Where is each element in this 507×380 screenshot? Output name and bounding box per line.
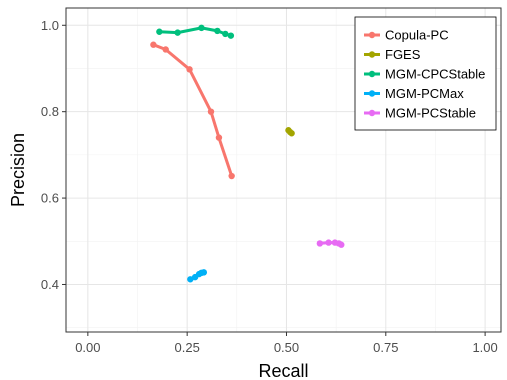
- legend-key-point: [368, 90, 376, 97]
- legend-entry-mgm-cpcstable: MGM-CPCStable: [364, 67, 485, 82]
- legend-entry-mgm-pcmax: MGM-PCMax: [364, 86, 464, 101]
- series-mgm-pcmax: [187, 269, 208, 283]
- data-point-mgm-pcstable: [325, 239, 332, 246]
- series-mgm-cpcstable: [156, 24, 235, 39]
- legend: Copula-PC FGES MGM-CPCStable MGM-PCMax MGM-P…: [354, 16, 497, 131]
- data-point-mgm-pcstable: [338, 241, 345, 248]
- legend-key-point: [368, 109, 376, 117]
- plot-border: [65, 7, 502, 333]
- y-tick-label: 0.8: [41, 104, 59, 119]
- data-point-copula-pc: [162, 46, 169, 53]
- data-point-copula-pc: [207, 108, 215, 115]
- legend-key-point: [368, 70, 376, 78]
- legend-key-point: [368, 31, 376, 39]
- series-fges: [285, 127, 295, 137]
- x-axis-ticks: 0.00 0.25 0.50 0.75 1.00: [75, 332, 498, 355]
- series-copula-pc: [150, 41, 235, 180]
- data-point-mgm-cpcstable: [198, 24, 205, 32]
- x-tick-label: 0.25: [175, 340, 200, 355]
- series-mgm-pcstable: [316, 239, 345, 248]
- data-point-mgm-pcmax: [187, 276, 194, 283]
- x-axis-title: Recall: [258, 361, 308, 380]
- data-point-copula-pc: [228, 172, 235, 180]
- legend-label: MGM-PCMax: [385, 86, 464, 101]
- data-point-mgm-cpcstable: [227, 32, 235, 39]
- data-point-mgm-cpcstable: [156, 28, 163, 35]
- legend-key-point: [368, 51, 376, 58]
- legend-label: Copula-PC: [385, 28, 449, 43]
- data-point-copula-pc: [150, 41, 157, 48]
- x-tick-label: 0.75: [373, 340, 398, 355]
- legend-entry-copula-pc: Copula-PC: [364, 28, 449, 43]
- legend-label: MGM-CPCStable: [385, 67, 485, 82]
- x-tick-label: 0.00: [75, 340, 100, 355]
- data-point-mgm-cpcstable: [174, 29, 181, 36]
- data-point-mgm-pcmax: [200, 269, 208, 276]
- series-layer: [150, 24, 345, 283]
- data-point-copula-pc: [215, 134, 223, 141]
- data-point-mgm-cpcstable: [222, 30, 229, 38]
- x-tick-label: 1.00: [472, 340, 497, 355]
- legend-entry-mgm-pcstable: MGM-PCStable: [364, 106, 476, 121]
- gridlines: [66, 8, 501, 332]
- data-point-copula-pc: [186, 66, 193, 73]
- data-point-fges: [288, 130, 295, 137]
- data-point-mgm-pcstable: [316, 240, 324, 247]
- y-axis-title: Precision: [8, 133, 28, 207]
- legend-entry-fges: FGES: [364, 47, 421, 62]
- y-tick-label: 0.6: [41, 191, 59, 206]
- legend-label: MGM-PCStable: [385, 106, 476, 121]
- x-tick-label: 0.50: [274, 340, 299, 355]
- y-axis-ticks: 0.4 0.6 0.8 1.0: [41, 18, 66, 292]
- legend-label: FGES: [385, 47, 421, 62]
- y-tick-label: 1.0: [41, 18, 59, 33]
- data-point-mgm-cpcstable: [214, 27, 221, 35]
- y-tick-label: 0.4: [41, 277, 59, 292]
